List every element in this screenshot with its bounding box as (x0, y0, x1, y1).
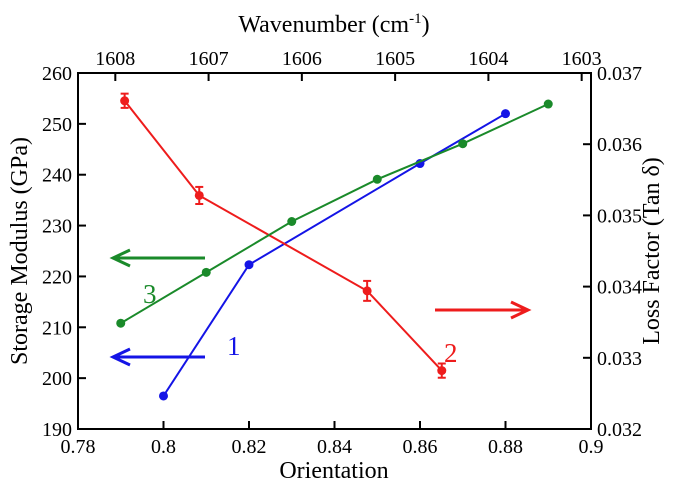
arrow-series-3-left (109, 248, 205, 268)
x2-axis-title-main: Wavenumber (cm (238, 12, 409, 38)
x2-tick-label: 1608 (95, 48, 135, 70)
y2-tick-label: 0.037 (597, 63, 642, 85)
series-2-point (362, 286, 372, 296)
series-2-point (120, 96, 130, 106)
x2-tick-label: 1605 (375, 48, 415, 70)
x-tick-label: 0.86 (403, 436, 438, 458)
series-2-line (123, 100, 443, 372)
series-3-point (116, 318, 126, 328)
y2-tick-label: 0.033 (597, 348, 642, 370)
y2-tick-label: 0.036 (597, 134, 642, 156)
x2-tick-label: 1604 (468, 48, 508, 70)
series-3-label: 3 (143, 279, 157, 309)
y-tick-label: 220 (42, 266, 72, 288)
x2-tick-label: 1603 (562, 48, 602, 70)
x-tick-label: 0.84 (317, 436, 352, 458)
series-3-point (458, 139, 468, 149)
y2-axis-title: Loss Factor (Tan δ) (639, 157, 665, 345)
series-1-point (244, 260, 254, 270)
x2-axis-title-close: ) (422, 12, 430, 38)
y-tick-label: 210 (42, 317, 72, 339)
y-axis-title: Storage Modulus (GPa) (7, 137, 33, 365)
x2-tick-label: 1606 (282, 48, 322, 70)
x-axis-title: Orientation (279, 458, 388, 484)
series-3-line (120, 103, 549, 325)
y2-tick-label: 0.032 (597, 419, 642, 441)
x-tick-label: 0.78 (61, 436, 96, 458)
y-tick-label: 230 (42, 216, 72, 238)
x2-axis-title-sup: -1 (409, 11, 422, 27)
series-3-point (201, 267, 211, 277)
x-tick-label: 0.88 (488, 436, 523, 458)
series-1-point (159, 391, 168, 401)
y-tick-label: 190 (42, 419, 72, 441)
series-2 (120, 92, 447, 379)
series-3-point (543, 99, 553, 109)
series-3-point (287, 217, 297, 227)
x2-axis-title: Wavenumber (cm-1) (238, 11, 429, 38)
series-1-line (162, 112, 507, 397)
y2-tick-label: 0.035 (597, 205, 642, 227)
series-1-label: 1 (227, 331, 241, 361)
series-2-label: 2 (444, 338, 458, 368)
x-tick-label: 0.9 (579, 436, 604, 458)
arrow-series-2-right (435, 300, 532, 320)
x2-tick-label: 1607 (189, 48, 229, 70)
series-2-point (194, 190, 204, 200)
x-tick-label: 0.82 (232, 436, 267, 458)
ticks-layer: 0.78 0.8 0.82 0.84 0.86 0.88 0.919020021022023… (42, 48, 642, 458)
y-tick-label: 260 (42, 63, 72, 85)
y-tick-label: 240 (42, 165, 72, 187)
arrow-series-1-left (109, 347, 205, 367)
series-1-point (501, 109, 510, 119)
y-tick-label: 200 (42, 368, 72, 390)
plot-frame (77, 72, 592, 430)
x-tick-label: 0.8 (151, 436, 176, 458)
series-3 (116, 99, 553, 328)
y2-tick-label: 0.034 (597, 277, 642, 299)
series-3-point (372, 174, 382, 184)
series-2-point (437, 366, 447, 376)
series-layer (116, 92, 553, 401)
y-tick-label: 250 (42, 114, 72, 136)
